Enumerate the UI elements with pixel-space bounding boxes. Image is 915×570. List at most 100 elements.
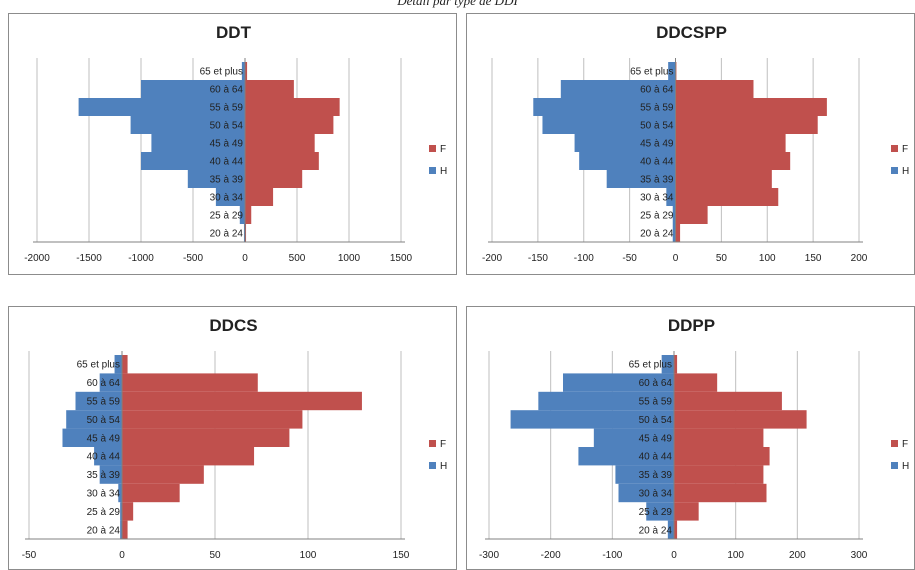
x-tick-label: 0 bbox=[119, 550, 125, 561]
legend-label-h: H bbox=[902, 461, 909, 472]
x-tick-label: 150 bbox=[805, 253, 822, 264]
category-label: 30 à 34 bbox=[640, 193, 674, 204]
x-tick-label: 100 bbox=[727, 550, 744, 561]
chart-title: DDCS bbox=[209, 316, 257, 335]
legend-swatch-f bbox=[891, 440, 898, 447]
x-tick-label: -1500 bbox=[76, 253, 102, 264]
category-label: 40 à 44 bbox=[87, 452, 121, 463]
legend-label-h: H bbox=[440, 461, 447, 472]
x-tick-label: 50 bbox=[209, 550, 221, 561]
bar-f bbox=[245, 134, 315, 152]
category-label: 55 à 59 bbox=[639, 397, 673, 408]
category-label: 55 à 59 bbox=[210, 103, 244, 114]
bar-h bbox=[672, 206, 676, 224]
bar-h bbox=[187, 170, 245, 188]
bar-h bbox=[615, 465, 674, 484]
legend-label-h: H bbox=[440, 166, 447, 177]
bar-h bbox=[215, 188, 245, 206]
bar-h bbox=[593, 428, 674, 447]
chart-title: DDT bbox=[216, 23, 252, 42]
chart-title: DDPP bbox=[668, 316, 715, 335]
x-tick-label: 100 bbox=[759, 253, 776, 264]
category-label: 40 à 44 bbox=[640, 157, 674, 168]
legend-label-f: F bbox=[440, 439, 446, 450]
x-tick-label: -2000 bbox=[24, 253, 50, 264]
category-label: 45 à 49 bbox=[210, 139, 244, 150]
bar-h bbox=[120, 520, 122, 539]
bar-h bbox=[560, 80, 676, 98]
category-label: 65 et plus bbox=[630, 67, 673, 78]
category-label: 55 à 59 bbox=[87, 397, 121, 408]
bar-f bbox=[674, 410, 807, 429]
bar-f bbox=[122, 520, 128, 539]
bar-h bbox=[118, 483, 122, 503]
category-label: 25 à 29 bbox=[87, 507, 121, 518]
category-label: 20 à 24 bbox=[87, 525, 121, 536]
category-label: 20 à 24 bbox=[639, 525, 673, 536]
x-tick-label: 0 bbox=[671, 550, 677, 561]
bar-f bbox=[122, 447, 255, 466]
bar-f bbox=[674, 373, 718, 392]
bar-h bbox=[141, 152, 245, 170]
bar-h bbox=[533, 98, 676, 116]
bar-h bbox=[241, 62, 245, 80]
bar-h bbox=[542, 116, 676, 134]
bar-f bbox=[674, 483, 767, 503]
legend-swatch-h bbox=[429, 167, 436, 174]
bar-f bbox=[122, 410, 303, 429]
x-tick-label: -100 bbox=[602, 550, 622, 561]
bar-h bbox=[579, 152, 676, 170]
x-tick-label: -500 bbox=[183, 253, 203, 264]
category-label: 30 à 34 bbox=[87, 489, 121, 500]
category-label: 35 à 39 bbox=[639, 470, 673, 481]
category-label: 60 à 64 bbox=[640, 85, 674, 96]
legend-swatch-f bbox=[891, 145, 898, 152]
category-label: 45 à 49 bbox=[87, 433, 121, 444]
bar-h bbox=[646, 502, 674, 521]
bar-h bbox=[66, 410, 122, 429]
bar-f bbox=[122, 373, 258, 392]
x-tick-label: 500 bbox=[289, 253, 306, 264]
bar-f bbox=[245, 224, 247, 242]
category-label: 25 à 29 bbox=[210, 211, 244, 222]
category-label: 45 à 49 bbox=[640, 139, 674, 150]
bar-h bbox=[151, 134, 245, 152]
category-label: 50 à 54 bbox=[87, 415, 121, 426]
bar-f bbox=[675, 98, 827, 116]
bar-f bbox=[245, 62, 248, 80]
x-tick-label: -300 bbox=[479, 550, 499, 561]
category-label: 65 et plus bbox=[77, 360, 120, 371]
category-label: 30 à 34 bbox=[639, 489, 673, 500]
bar-f bbox=[245, 116, 334, 134]
chart-svg: DDCSPP -200 -150 -100 -50 0 50 100 150 200 65 et p… bbox=[482, 23, 909, 264]
bar-f bbox=[675, 134, 786, 152]
category-label: 20 à 24 bbox=[210, 229, 244, 240]
chart-svg: DDPP -300 -200 -100 0 100 200 300 65 et plus 60 à… bbox=[479, 316, 909, 561]
x-tick-label: -50 bbox=[622, 253, 637, 264]
bar-f bbox=[674, 520, 678, 539]
bar-h bbox=[563, 373, 674, 392]
bar-f bbox=[674, 428, 764, 447]
x-tick-label: 0 bbox=[673, 253, 679, 264]
category-label: 65 et plus bbox=[629, 360, 672, 371]
bar-h bbox=[668, 62, 676, 80]
bar-h bbox=[606, 170, 676, 188]
category-label: 50 à 54 bbox=[210, 121, 244, 132]
bar-h bbox=[672, 224, 676, 242]
x-tick-label: 150 bbox=[393, 550, 410, 561]
bar-f bbox=[674, 447, 770, 466]
bar-h bbox=[618, 483, 674, 503]
bar-f bbox=[122, 502, 134, 521]
bar-h bbox=[578, 447, 674, 466]
category-label: 35 à 39 bbox=[640, 175, 674, 186]
bar-h bbox=[141, 80, 245, 98]
category-label: 65 et plus bbox=[200, 67, 243, 78]
x-tick-label: -200 bbox=[541, 550, 561, 561]
bar-h bbox=[661, 355, 674, 374]
bar-h bbox=[78, 98, 245, 116]
x-tick-label: -1000 bbox=[128, 253, 154, 264]
chart-panel-ddpp: DDPP -300 -200 -100 0 100 200 300 65 et plus 60 à… bbox=[466, 306, 915, 570]
bar-f bbox=[245, 152, 319, 170]
bar-f bbox=[245, 98, 340, 116]
bar-f bbox=[122, 483, 180, 503]
